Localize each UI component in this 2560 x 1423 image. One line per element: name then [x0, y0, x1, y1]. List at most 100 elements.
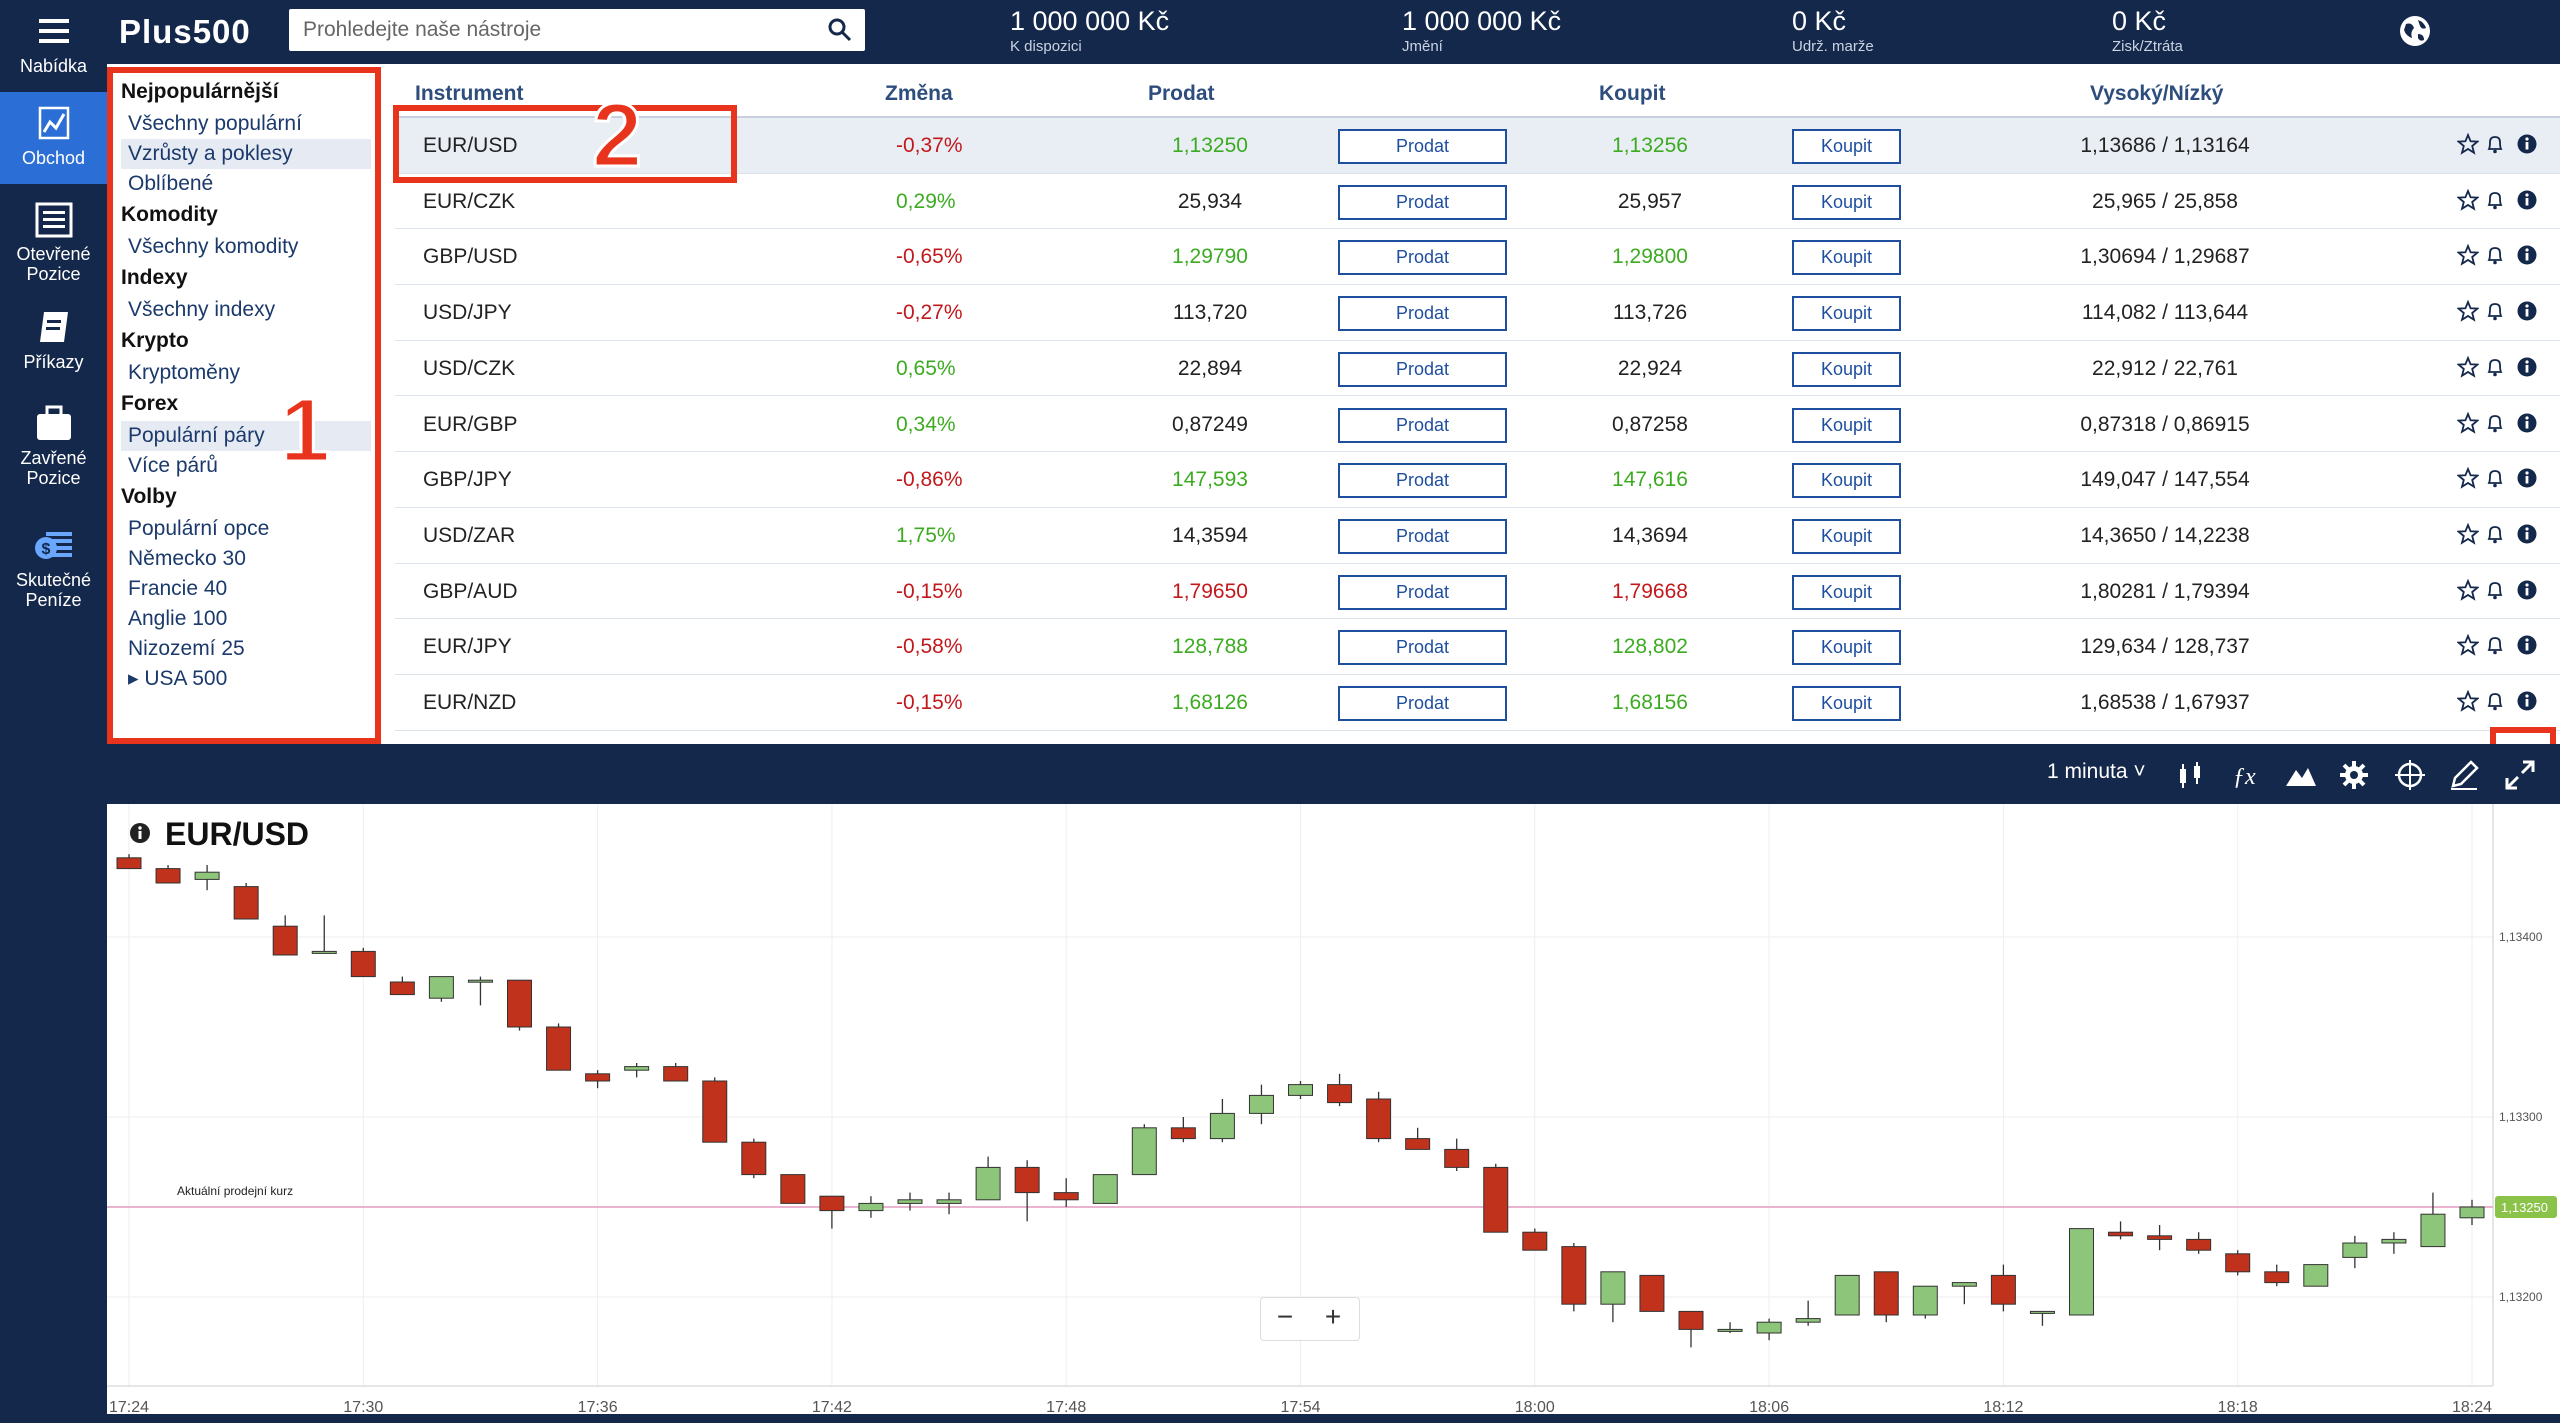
info-icon[interactable]	[2516, 189, 2538, 211]
nav-orders[interactable]: Příkazy	[0, 308, 107, 372]
star-icon[interactable]	[2457, 300, 2479, 322]
sidebar-item[interactable]: Oblíbené	[128, 172, 214, 195]
col-header-instrument[interactable]: Instrument	[415, 82, 524, 105]
sidebar-item[interactable]: Populární opce	[128, 517, 270, 540]
info-icon[interactable]	[2516, 300, 2538, 322]
pencil-draw-icon[interactable]	[2447, 758, 2481, 792]
bell-icon[interactable]	[2484, 634, 2506, 656]
sell-button[interactable]: Prodat	[1338, 463, 1507, 499]
sidebar-item[interactable]: Vzrůsty a poklesy	[121, 139, 371, 169]
col-header-change[interactable]: Změna	[885, 82, 953, 105]
info-icon[interactable]	[2516, 356, 2538, 378]
sidebar-item[interactable]: Všechny komodity	[128, 235, 299, 258]
bell-icon[interactable]	[2484, 189, 2506, 211]
info-icon[interactable]	[2516, 467, 2538, 489]
star-icon[interactable]	[2457, 244, 2479, 267]
timeframe-select[interactable]: 1 minuta ˅	[2047, 760, 2146, 783]
buy-button[interactable]: Koupit	[1792, 351, 1901, 387]
bell-icon[interactable]	[2484, 300, 2506, 322]
indicator-fx-icon[interactable]: ƒx	[2228, 758, 2262, 792]
star-icon[interactable]	[2457, 467, 2479, 489]
bell-icon[interactable]	[2484, 690, 2506, 712]
search-input[interactable]	[289, 9, 865, 51]
buy-button[interactable]: Koupit	[1792, 296, 1901, 332]
crosshair-icon[interactable]	[2393, 758, 2427, 792]
table-row[interactable]: EUR/JPY -0,58% 128,788 Prodat 128,802 Koupit 1…	[395, 619, 2560, 675]
star-icon[interactable]	[2457, 188, 2479, 211]
sell-button[interactable]: Prodat	[1338, 574, 1507, 610]
sidebar-item[interactable]: ▸ USA 500	[128, 667, 228, 690]
info-icon[interactable]	[2516, 634, 2538, 656]
table-row[interactable]: EUR/USD -0,37% 1,13250 Prodat 1,13256 Koupit 1…	[395, 118, 2560, 174]
search-icon[interactable]	[826, 16, 854, 44]
nav-closed-positions[interactable]: Zavřené Pozice	[0, 404, 107, 488]
expand-fullscreen-icon[interactable]	[2503, 758, 2537, 792]
candlestick-chart-svg[interactable]: Aktuální prodejní kurz 1,13400 1,13300 1,13…	[107, 804, 2560, 1423]
buy-button[interactable]: Koupit	[1792, 630, 1901, 666]
star-icon[interactable]	[2457, 522, 2479, 545]
buy-button[interactable]: Koupit	[1792, 129, 1901, 164]
table-row[interactable]: GBP/USD -0,65% 1,29790 Prodat 1,29800 Koupit 1…	[395, 229, 2560, 286]
star-icon[interactable]	[2457, 355, 2479, 378]
nav-real-money[interactable]: $ Skutečné Peníze	[0, 526, 107, 610]
mountain-chart-icon[interactable]	[2284, 758, 2318, 792]
table-row[interactable]: GBP/JPY -0,86% 147,593 Prodat 147,616 Koupit 1…	[395, 452, 2560, 508]
table-row[interactable]: EUR/CZK 0,29% 25,934 Prodat 25,957 Koupit 25,9…	[395, 174, 2560, 230]
col-header-sell[interactable]: Prodat	[1148, 82, 1215, 105]
candlestick-type-icon[interactable]	[2174, 758, 2208, 792]
bell-icon[interactable]	[2484, 412, 2506, 434]
buy-button[interactable]: Koupit	[1792, 518, 1901, 554]
table-row[interactable]: GBP/AUD -0,15% 1,79650 Prodat 1,79668 Koupit 1…	[395, 564, 2560, 620]
zoom-in-button[interactable]: +	[1324, 1301, 1342, 1332]
sidebar-item[interactable]: Populární páry	[121, 421, 371, 451]
bell-icon[interactable]	[2484, 467, 2506, 489]
table-row[interactable]: EUR/NZD -0,15% 1,68126 Prodat 1,68156 Koupit 1…	[395, 675, 2560, 731]
buy-button[interactable]: Koupit	[1792, 407, 1901, 443]
col-header-high-low[interactable]: Vysoký/Nízký	[2090, 82, 2224, 105]
star-icon[interactable]	[2457, 133, 2479, 155]
sell-button[interactable]: Prodat	[1338, 518, 1507, 554]
nav-trade[interactable]: Obchod	[0, 92, 107, 184]
price-chart[interactable]: Aktuální prodejní kurz 1,13400 1,13300 1,13…	[107, 804, 2560, 1423]
info-icon[interactable]	[2516, 690, 2538, 712]
sidebar-item[interactable]: Všechny populární	[128, 112, 302, 135]
gear-icon[interactable]	[2337, 758, 2371, 792]
sidebar-item[interactable]: Anglie 100	[128, 607, 228, 630]
col-header-buy[interactable]: Koupit	[1599, 82, 1666, 105]
sell-button[interactable]: Prodat	[1338, 129, 1507, 164]
sidebar-item[interactable]: Německo 30	[128, 547, 246, 570]
sell-button[interactable]: Prodat	[1338, 407, 1507, 443]
buy-button[interactable]: Koupit	[1792, 574, 1901, 610]
buy-button[interactable]: Koupit	[1792, 686, 1901, 721]
globe-icon[interactable]	[2398, 14, 2432, 48]
info-icon[interactable]	[2516, 523, 2538, 545]
zoom-out-button[interactable]: −	[1276, 1301, 1294, 1332]
info-icon[interactable]	[2516, 579, 2538, 601]
bell-icon[interactable]	[2484, 356, 2506, 378]
bell-icon[interactable]	[2484, 579, 2506, 601]
sidebar-item[interactable]: Nizozemí 25	[128, 637, 245, 660]
table-row[interactable]: USD/CZK 0,65% 22,894 Prodat 22,924 Koupit 22,9…	[395, 341, 2560, 397]
star-icon[interactable]	[2457, 411, 2479, 434]
info-icon[interactable]	[2516, 412, 2538, 434]
nav-menu[interactable]: Nabídka	[0, 12, 107, 76]
info-icon[interactable]	[2516, 244, 2538, 266]
sidebar-item[interactable]: Všechny indexy	[128, 298, 276, 321]
sidebar-item[interactable]: Kryptoměny	[128, 361, 241, 384]
sell-button[interactable]: Prodat	[1338, 296, 1507, 332]
buy-button[interactable]: Koupit	[1792, 240, 1901, 276]
table-row[interactable]: USD/JPY -0,27% 113,720 Prodat 113,726 Koupit 1…	[395, 285, 2560, 341]
table-row[interactable]: EUR/GBP 0,34% 0,87249 Prodat 0,87258 Koupit 0,…	[395, 397, 2560, 453]
sell-button[interactable]: Prodat	[1338, 630, 1507, 666]
nav-open-positions[interactable]: Otevřené Pozice	[0, 200, 107, 284]
sidebar-item[interactable]: Více párů	[128, 454, 218, 477]
buy-button[interactable]: Koupit	[1792, 184, 1901, 220]
bell-icon[interactable]	[2484, 133, 2506, 155]
sell-button[interactable]: Prodat	[1338, 686, 1507, 721]
buy-button[interactable]: Koupit	[1792, 463, 1901, 499]
sell-button[interactable]: Prodat	[1338, 184, 1507, 220]
table-row[interactable]: USD/ZAR 1,75% 14,3594 Prodat 14,3694 Koupit 14…	[395, 508, 2560, 564]
info-icon[interactable]	[2516, 133, 2538, 155]
sell-button[interactable]: Prodat	[1338, 240, 1507, 276]
bell-icon[interactable]	[2484, 244, 2506, 266]
